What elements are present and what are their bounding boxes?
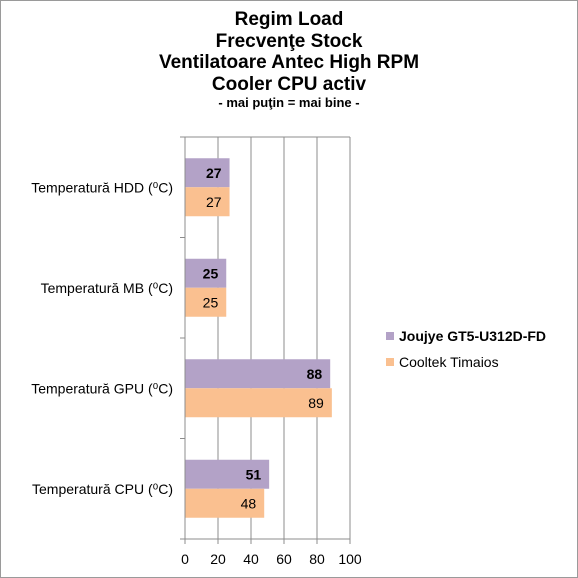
bar [185, 287, 227, 317]
category-label: Temperatură HDD (⁰C) [31, 179, 173, 195]
x-tick-label: 100 [338, 551, 362, 567]
title-line-3: Ventilatoare Antec High RPM [158, 52, 420, 73]
bar [185, 459, 270, 489]
category-label: Temperatură GPU (⁰C) [31, 380, 173, 396]
x-tick-label: 80 [309, 551, 325, 567]
legend-swatch [386, 332, 394, 340]
bar [185, 158, 230, 188]
data-label: 25 [203, 294, 219, 310]
title-line-2: Frecvenţe Stock [215, 30, 363, 52]
data-label: 27 [206, 194, 222, 210]
title-line-1: Regim Load [234, 9, 344, 30]
legend-swatch [386, 358, 394, 366]
legend: Joujye GT5-U312D-FD Cooltek Timaios [386, 323, 546, 375]
data-label: 48 [241, 495, 257, 511]
bar [185, 187, 230, 217]
data-label: 27 [206, 165, 222, 181]
data-label: 88 [307, 366, 323, 382]
category-label: Temperatură CPU (⁰C) [32, 481, 173, 497]
bar [185, 359, 331, 389]
legend-label: Cooltek Timaios [399, 354, 499, 370]
bar [185, 488, 265, 518]
x-tick-label: 60 [276, 551, 292, 567]
legend-label: Joujye GT5-U312D-FD [399, 328, 547, 344]
legend-item-series-1: Joujye GT5-U312D-FD [386, 323, 546, 349]
category-label: Temperatură MB (⁰C) [41, 280, 173, 296]
x-tick-label: 40 [243, 551, 259, 567]
data-label: 25 [203, 265, 219, 281]
data-label: 89 [308, 395, 324, 411]
bar [185, 388, 332, 418]
chart-subtitle: - mai puţin = mai bine - [218, 95, 360, 110]
x-tick-label: 0 [181, 551, 189, 567]
x-tick-label: 20 [210, 551, 226, 567]
data-label: 51 [246, 466, 262, 482]
chart-title: Regim Load Frecvenţe Stock Ventilatoare … [1, 9, 577, 111]
legend-item-series-2: Cooltek Timaios [386, 349, 546, 375]
bar [185, 258, 227, 288]
title-line-4: Cooler CPU activ [211, 73, 367, 95]
